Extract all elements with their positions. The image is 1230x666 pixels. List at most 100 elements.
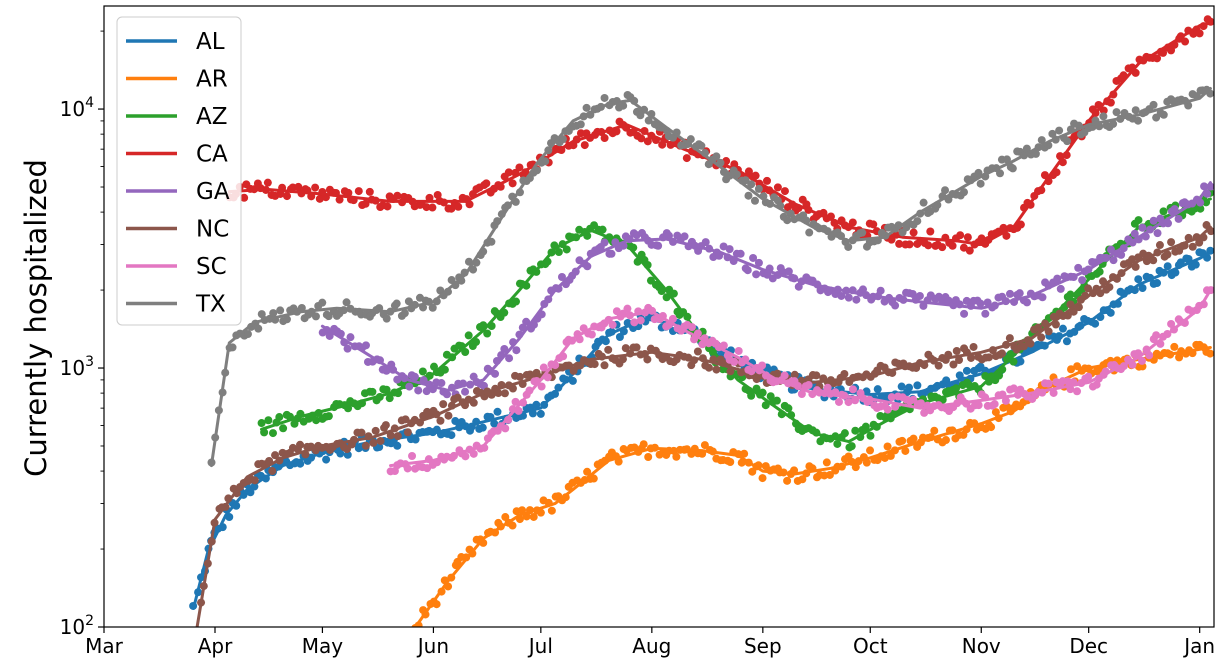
data-point-ar — [909, 434, 918, 443]
data-point-ca — [600, 134, 609, 143]
data-point-ar — [700, 441, 709, 450]
data-point-tx — [576, 120, 585, 129]
data-point-ga — [512, 346, 521, 355]
data-point-ar — [547, 506, 556, 515]
data-point-az — [279, 424, 288, 433]
data-point-ga — [346, 333, 355, 342]
data-point-ga — [960, 309, 969, 318]
data-point-sc — [698, 340, 707, 349]
data-point-ga — [976, 299, 985, 308]
data-point-az — [784, 404, 793, 413]
data-point-tx — [324, 312, 333, 321]
data-point-ga — [491, 369, 500, 378]
data-point-al — [493, 407, 502, 416]
data-point-ca — [909, 228, 918, 237]
data-point-nc — [1167, 238, 1176, 247]
data-point-ca — [751, 171, 760, 180]
data-point-sc — [780, 371, 789, 380]
data-point-ca — [454, 202, 463, 211]
data-point-tx — [582, 103, 591, 112]
data-point-sc — [408, 451, 417, 460]
data-point-ca — [425, 193, 434, 202]
data-point-ca — [926, 227, 935, 236]
data-point-ca — [515, 163, 524, 172]
plot-frame — [103, 5, 1215, 628]
data-point-ga — [505, 354, 514, 363]
data-point-az — [511, 297, 520, 306]
data-point-nc — [469, 398, 478, 407]
data-point-az — [464, 331, 473, 340]
data-point-ar — [740, 449, 749, 458]
x-tick-label: May — [302, 634, 344, 658]
data-point-nc — [590, 360, 599, 369]
data-point-ar — [883, 442, 892, 451]
data-point-ga — [654, 241, 663, 250]
data-point-al — [873, 385, 882, 394]
data-point-tx — [342, 298, 351, 307]
legend-label-sc: SC — [196, 254, 227, 280]
data-point-nc — [453, 393, 462, 402]
data-point-al — [375, 443, 384, 452]
data-point-tx — [741, 176, 750, 185]
data-point-ga — [754, 258, 763, 267]
data-point-ar — [783, 476, 792, 485]
data-point-az — [847, 442, 856, 451]
data-point-ca — [1181, 37, 1190, 46]
data-point-ar — [1170, 342, 1179, 351]
data-point-tx — [644, 116, 653, 125]
data-point-ga — [1074, 263, 1083, 272]
data-point-ga — [343, 344, 352, 353]
data-point-ar — [851, 463, 860, 472]
data-point-ga — [607, 249, 616, 258]
data-point-ca — [335, 195, 344, 204]
data-point-tx — [400, 309, 409, 318]
data-point-al — [490, 419, 499, 428]
data-point-ca — [1153, 54, 1162, 63]
data-point-tx — [913, 217, 922, 226]
data-point-al — [568, 376, 577, 385]
series-line-al — [192, 250, 1212, 610]
data-point-ga — [1056, 284, 1065, 293]
data-point-az — [1196, 204, 1205, 213]
data-point-nc — [268, 467, 277, 476]
data-point-tx — [1109, 119, 1118, 128]
data-point-sc — [1152, 331, 1161, 340]
data-point-az — [257, 419, 266, 428]
data-point-nc — [1149, 256, 1158, 265]
data-point-ca — [580, 141, 589, 150]
data-point-tx — [976, 179, 985, 188]
data-point-ga — [915, 291, 924, 300]
data-point-sc — [687, 323, 696, 332]
data-point-ca — [1016, 220, 1025, 229]
data-point-nc — [1105, 283, 1114, 292]
data-point-sc — [719, 341, 728, 350]
legend-label-az: AZ — [196, 104, 228, 130]
data-point-ga — [852, 295, 861, 304]
data-point-nc — [1128, 255, 1137, 264]
data-point-al — [615, 332, 624, 341]
data-point-al — [913, 381, 922, 390]
data-point-az — [275, 413, 284, 422]
x-tick-label: Jan — [1182, 634, 1215, 658]
data-point-nc — [393, 432, 402, 441]
data-point-ga — [557, 272, 566, 281]
data-point-ca — [344, 188, 353, 197]
data-point-tx — [318, 298, 327, 307]
data-point-az — [833, 439, 842, 448]
data-point-ga — [1109, 256, 1118, 265]
series-line-ca — [227, 21, 1212, 246]
data-point-nc — [381, 421, 390, 430]
data-point-ca — [240, 193, 249, 202]
data-point-sc — [461, 452, 470, 461]
data-point-ga — [1078, 276, 1087, 285]
data-point-nc — [357, 428, 366, 437]
data-point-ga — [701, 238, 710, 247]
data-point-sc — [730, 357, 739, 366]
data-point-nc — [949, 360, 958, 369]
data-point-al — [1163, 262, 1172, 271]
data-point-sc — [1138, 356, 1147, 365]
data-point-nc — [1155, 241, 1164, 250]
data-point-ga — [583, 262, 592, 271]
data-point-ar — [672, 452, 681, 461]
data-point-ar — [886, 451, 895, 460]
